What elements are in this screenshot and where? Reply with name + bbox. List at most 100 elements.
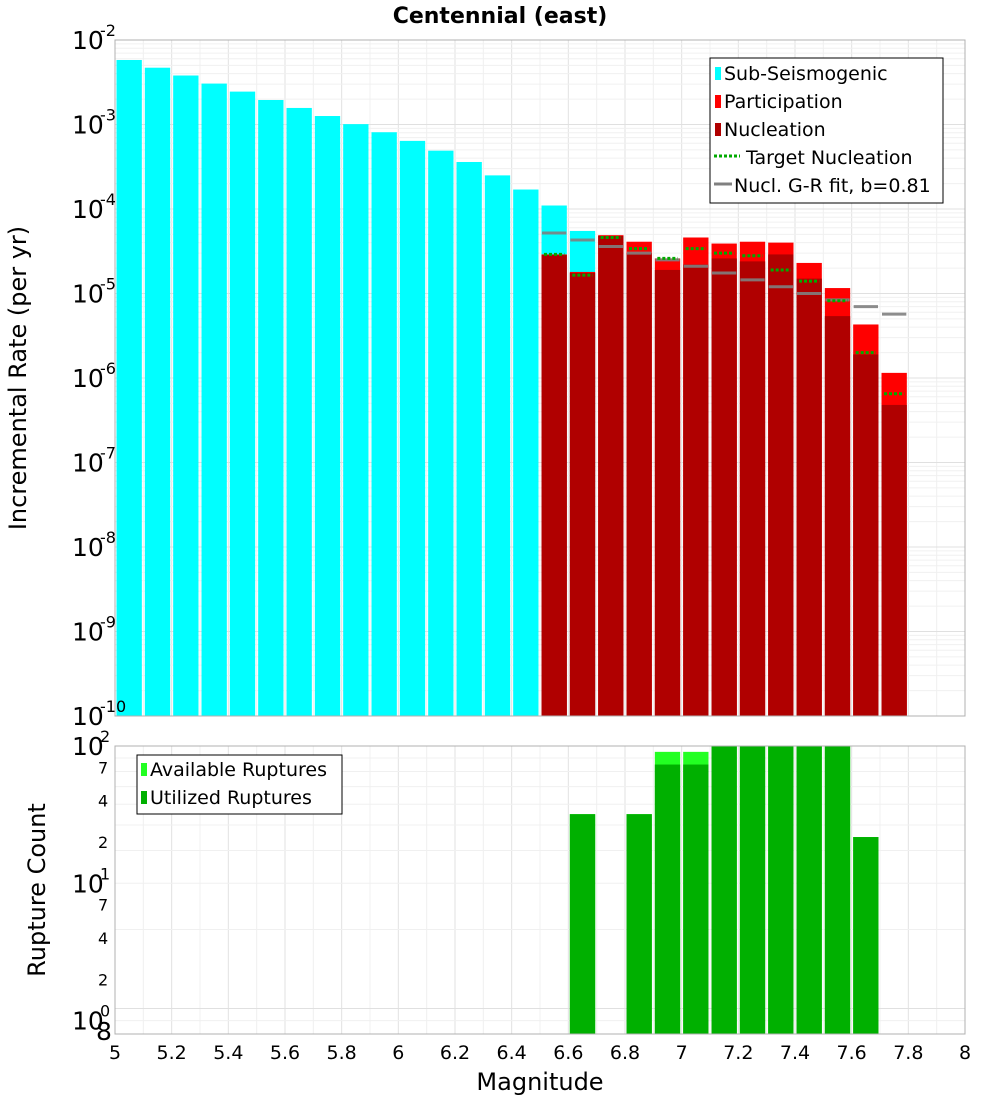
magnitude-x-axis-label: Magnitude: [476, 1068, 603, 1096]
magnitude-x-tick: 5.2: [157, 1042, 187, 1064]
magnitude-x-tick: 7: [676, 1042, 688, 1064]
rate-y-tick-exponent: -9: [100, 613, 116, 632]
count-y-tick: 2: [98, 833, 108, 852]
magnitude-x-tick: 6.6: [553, 1042, 583, 1064]
nucleation-bar: [853, 354, 879, 716]
legend-item-participation: Participation: [715, 91, 843, 113]
rate-y-tick-base: 10: [72, 280, 104, 309]
rate-legend: Sub-Seismogenic Participation Nucleation…: [709, 57, 944, 204]
rate-y-tick-exponent: -5: [100, 275, 116, 294]
count-y-tick: 102: [72, 727, 110, 761]
count-y-tick-exponent: 0: [100, 1002, 110, 1021]
count-y-minor-tick: 7: [98, 896, 108, 915]
count-y-tick: 4: [98, 792, 108, 811]
rate-line-markers: [542, 231, 907, 396]
utilized-ruptures-bar: [796, 746, 822, 1034]
count-y-axis-label: Rupture Count: [23, 803, 51, 977]
count-y-tick: 100: [72, 1002, 110, 1036]
count-y-tick: 2: [98, 970, 108, 989]
count-y-tick: 4: [98, 929, 108, 948]
count-y-minor-tick: 4: [98, 792, 108, 811]
magnitude-x-tick: 5: [109, 1042, 121, 1064]
rate-y-axis-label: Incremental Rate (per yr): [4, 226, 32, 530]
sub-seismogenic-bar: [484, 175, 511, 716]
count-bars: [569, 746, 879, 1034]
count-y-minor-tick: 2: [98, 833, 108, 852]
count-y-tick: 7: [98, 896, 108, 915]
magnitude-x-tick: 5.6: [270, 1042, 300, 1064]
nucleation-bar: [654, 269, 681, 716]
gr-fit-legend-label: Nucl. G-R fit, b=0.81: [734, 175, 931, 197]
magnitude-x-tick: 5.4: [213, 1042, 243, 1064]
magnitude-x-tick: 6: [392, 1042, 404, 1064]
available-ruptures-legend-label: Available Ruptures: [150, 759, 327, 781]
sub-seismogenic-bar: [229, 91, 256, 716]
sub-seismogenic-swatch: [715, 67, 721, 80]
rate-y-tick-exponent: -10: [100, 697, 126, 716]
rate-y-tick: 10-3: [72, 106, 116, 140]
rate-y-tick-base: 10: [72, 533, 104, 562]
nucleation-bar: [739, 261, 766, 716]
target-nucleation-legend-label: Target Nucleation: [745, 147, 913, 169]
utilized-ruptures-bar: [654, 764, 681, 1034]
nucleation-bar: [768, 254, 794, 716]
rate-legend-box: [709, 57, 944, 204]
legend-item-utilized: Utilized Ruptures: [141, 787, 312, 809]
sub-seismogenic-bar: [371, 132, 397, 716]
rate-y-tick-exponent: -8: [100, 528, 116, 547]
chart-title: Centennial (east): [393, 4, 608, 29]
sub-seismogenic-bar: [173, 75, 199, 716]
rate-y-tick: 10-9: [72, 613, 116, 647]
count-y-minor-tick: 7: [98, 758, 108, 777]
nucleation-bar: [626, 253, 652, 716]
utilized-ruptures-bar: [768, 746, 794, 1034]
utilized-ruptures-bar: [853, 837, 879, 1034]
utilized-ruptures-bar: [683, 764, 709, 1034]
magnitude-x-tick: 7.6: [837, 1042, 867, 1064]
magnitude-x-tick: 7.2: [723, 1042, 753, 1064]
count-y-minor-tick: 2: [98, 970, 108, 989]
count-y-minor-tick: 4: [98, 929, 108, 948]
participation-legend-label: Participation: [724, 91, 843, 113]
magnitude-x-tick: 7.4: [780, 1042, 810, 1064]
available-ruptures-swatch: [141, 763, 147, 776]
utilized-ruptures-bar: [569, 814, 596, 1034]
count-y-tick-exponent: 2: [100, 727, 110, 746]
nucleation-bar: [541, 255, 567, 716]
legend-item-sub-seismogenic: Sub-Seismogenic: [715, 63, 888, 85]
utilized-ruptures-swatch: [141, 791, 147, 804]
sub-seismogenic-bar: [116, 59, 142, 716]
sub-seismogenic-bar: [144, 67, 171, 716]
magnitude-x-tick: 6.8: [610, 1042, 640, 1064]
rate-y-tick: 10-8: [72, 528, 116, 562]
legend-item-available: Available Ruptures: [141, 759, 327, 781]
rate-y-tick-exponent: -6: [100, 359, 116, 378]
rate-y-tick-exponent: -2: [100, 21, 116, 40]
rate-y-tick: 10-6: [72, 359, 116, 393]
nucleation-bar: [683, 264, 709, 716]
count-y-tick-base: 10: [72, 1007, 104, 1036]
sub-seismogenic-bar: [314, 116, 341, 717]
nucleation-bar: [824, 316, 851, 716]
sub-seismogenic-bar: [456, 161, 482, 716]
utilized-ruptures-bar: [626, 814, 652, 1034]
utilized-ruptures-bar: [711, 746, 737, 1034]
nucleation-bar: [796, 278, 822, 716]
count-plot-frame: [114, 745, 966, 1035]
rate-y-tick-base: 10: [72, 618, 104, 647]
rate-y-tick: 10-10: [72, 697, 126, 731]
sub-seismogenic-bar: [258, 99, 284, 717]
count-y-minor-tick: 8: [96, 1017, 112, 1046]
nucleation-swatch: [715, 123, 721, 136]
count-y-tick: 8: [96, 1017, 112, 1046]
rate-y-tick: 10-7: [72, 444, 116, 478]
count-y-tick: 7: [98, 758, 108, 777]
sub-seismogenic-bar: [201, 83, 227, 716]
magnitude-x-tick: 8: [959, 1042, 971, 1064]
rate-grid: [114, 40, 966, 717]
count-legend-box: [136, 754, 343, 815]
